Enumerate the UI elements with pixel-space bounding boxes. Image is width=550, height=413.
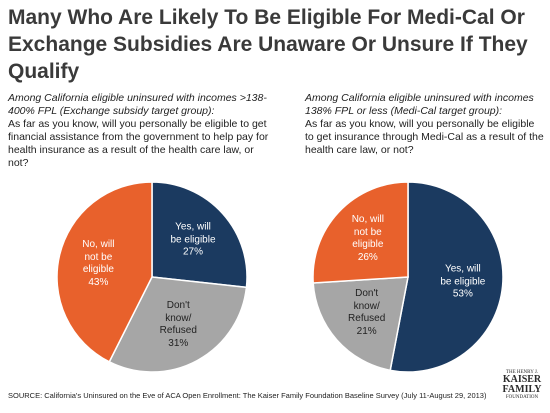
pie-slice (389, 181, 504, 373)
subtitle: Among California eligible uninsured with… (8, 92, 267, 117)
slice-label: No, will not be eligible 43% (74, 239, 122, 289)
logo-text: THE HENRY J. (505, 370, 539, 375)
pie-slice (108, 276, 248, 373)
category-label: No, will not be eligible (351, 214, 384, 251)
category-label: No, will not be eligible (82, 239, 115, 276)
logo-text: FOUNDATION (505, 395, 539, 400)
subtitle: Among California eligible uninsured with… (305, 92, 534, 117)
pie-slice (56, 181, 153, 363)
logo: THE HENRY J. KAISER FAMILY FOUNDATION (498, 370, 546, 400)
value-label: 43% (88, 276, 109, 288)
question: As far as you know, will you personally … (305, 118, 544, 156)
source: SOURCE: California's Uninsured on the Ev… (8, 391, 487, 400)
pie-slice (312, 276, 409, 372)
slice-label: No, will not be eligible 26% (344, 214, 392, 264)
slice-label: Yes, will be eligible 53% (439, 263, 487, 301)
title: Many Who Are Likely To Be Eligible For M… (8, 6, 528, 83)
slice-label: Don't know/ Refused 31% (154, 300, 202, 350)
category-label: Don't know/ Refused (348, 288, 386, 325)
category-label: Yes, will be eligible (170, 221, 216, 245)
value-label: 53% (452, 288, 473, 300)
value-label: 26% (357, 251, 378, 263)
logo-text: KAISER (502, 374, 542, 385)
slice-label: Don't know/ Refused 21% (343, 288, 391, 338)
category-label: Don't know/ Refused (159, 300, 197, 337)
pie-slice (312, 181, 409, 284)
question: As far as you know, will you personally … (8, 118, 269, 169)
value-label: 21% (356, 325, 377, 337)
value-label: 27% (183, 246, 204, 258)
logo-text: FAMILY (502, 384, 542, 395)
pie-slice (151, 181, 248, 289)
value-label: 31% (168, 337, 189, 349)
category-label: Yes, will be eligible (440, 263, 486, 287)
slice-label: Yes, will be eligible 27% (169, 221, 217, 259)
